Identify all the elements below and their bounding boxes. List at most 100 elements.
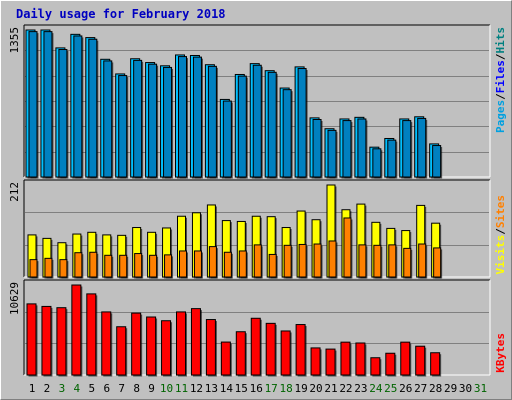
legend-3: KBytes xyxy=(494,333,507,373)
x-tick-label-11: 11 xyxy=(175,382,188,395)
kbytes-bar-7 xyxy=(116,326,127,376)
sites-bar-12 xyxy=(193,250,202,278)
files-bar-1 xyxy=(28,31,38,178)
x-tick-label-10: 10 xyxy=(160,382,173,395)
kbytes-bar-16 xyxy=(250,317,261,376)
files-bar-19 xyxy=(297,68,307,178)
sites-bar-6 xyxy=(104,254,113,278)
legend-item-pages: Pages xyxy=(494,100,507,133)
files-bar-21 xyxy=(327,129,337,178)
kbytes-bar-13 xyxy=(205,319,216,376)
files-bar-26 xyxy=(402,120,412,178)
files-bar-22 xyxy=(342,120,352,178)
sites-bar-15 xyxy=(238,250,247,278)
x-tick-label-23: 23 xyxy=(354,382,367,395)
x-tick-label-19: 19 xyxy=(294,382,307,395)
files-bar-17 xyxy=(267,71,277,178)
x-tick-label-9: 9 xyxy=(148,382,155,395)
sites-bar-3 xyxy=(59,259,68,278)
sites-bar-25 xyxy=(388,244,397,278)
sites-bar-22 xyxy=(343,217,352,278)
files-bar-24 xyxy=(372,148,382,178)
files-bar-15 xyxy=(237,75,247,178)
files-bar-2 xyxy=(43,31,53,178)
sites-bar-5 xyxy=(89,251,98,278)
x-tick-label-18: 18 xyxy=(280,382,293,395)
x-tick-label-12: 12 xyxy=(190,382,203,395)
legend-2: Visits/Sites xyxy=(494,195,507,275)
kbytes-bar-6 xyxy=(101,311,112,376)
x-tick-label-4: 4 xyxy=(74,382,81,395)
files-bar-20 xyxy=(312,119,322,178)
sites-bar-13 xyxy=(208,246,217,278)
kbytes-bar-1 xyxy=(26,303,37,376)
kbytes-bar-3 xyxy=(56,307,67,376)
sites-bar-10 xyxy=(164,254,173,278)
files-bar-28 xyxy=(432,145,442,178)
kbytes-bar-22 xyxy=(340,341,351,376)
x-tick-label-13: 13 xyxy=(205,382,218,395)
kbytes-bar-26 xyxy=(400,341,411,376)
sites-bar-28 xyxy=(433,247,442,278)
kbytes-bar-20 xyxy=(310,347,321,376)
x-tick-label-15: 15 xyxy=(235,382,248,395)
files-bar-10 xyxy=(163,66,173,178)
sites-bar-7 xyxy=(119,254,128,278)
x-tick-label-3: 3 xyxy=(59,382,66,395)
files-bar-14 xyxy=(222,100,232,178)
legend-1: Pages/Files/Hits xyxy=(494,27,507,133)
x-tick-label-20: 20 xyxy=(309,382,322,395)
kbytes-bar-25 xyxy=(385,352,396,376)
sites-bar-20 xyxy=(313,243,322,278)
legend-item-files: Files xyxy=(494,60,507,93)
legend-separator: / xyxy=(494,53,507,60)
sites-bar-21 xyxy=(328,240,337,278)
files-bar-13 xyxy=(207,65,217,178)
x-tick-label-28: 28 xyxy=(429,382,442,395)
x-tick-label-30: 30 xyxy=(459,382,472,395)
y-max-label-3: 10629 xyxy=(8,282,21,315)
x-tick-label-1: 1 xyxy=(29,382,36,395)
x-tick-label-31: 31 xyxy=(474,382,487,395)
x-tick-label-25: 25 xyxy=(384,382,397,395)
files-bar-7 xyxy=(118,75,128,178)
kbytes-bar-2 xyxy=(41,305,52,376)
x-tick-label-16: 16 xyxy=(250,382,263,395)
y-max-label-2: 212 xyxy=(8,182,21,202)
y-max-label-1: 1355 xyxy=(8,27,21,54)
sites-bar-16 xyxy=(253,244,262,278)
kbytes-bar-9 xyxy=(146,316,157,376)
files-bar-4 xyxy=(73,35,83,178)
kbytes-bar-21 xyxy=(325,348,336,376)
x-tick-label-5: 5 xyxy=(88,382,95,395)
sites-bar-24 xyxy=(373,244,382,278)
kbytes-bar-14 xyxy=(220,341,231,376)
files-bar-16 xyxy=(252,64,262,178)
sites-bar-18 xyxy=(283,244,292,278)
sites-bar-8 xyxy=(134,253,143,278)
legend-item-sites: Sites xyxy=(494,195,507,228)
files-bar-5 xyxy=(88,38,98,178)
kbytes-bar-8 xyxy=(131,312,142,376)
x-tick-label-7: 7 xyxy=(118,382,125,395)
legend-separator: / xyxy=(494,93,507,100)
files-bar-6 xyxy=(103,60,113,178)
kbytes-bar-17 xyxy=(265,322,276,376)
legend-item-visits: Visits xyxy=(494,235,507,275)
x-tick-label-17: 17 xyxy=(265,382,278,395)
x-tick-label-2: 2 xyxy=(44,382,51,395)
files-bar-23 xyxy=(357,118,367,178)
files-bar-3 xyxy=(58,49,68,178)
legend-separator: / xyxy=(494,228,507,235)
x-tick-label-27: 27 xyxy=(414,382,427,395)
sites-bar-27 xyxy=(418,243,427,278)
sites-bar-9 xyxy=(149,254,158,278)
sites-bar-19 xyxy=(298,243,307,278)
files-bar-12 xyxy=(192,56,202,178)
kbytes-bar-28 xyxy=(430,352,441,376)
sites-bar-11 xyxy=(179,250,187,278)
legend-item-hits: Hits xyxy=(494,27,507,54)
x-tick-label-24: 24 xyxy=(369,382,383,395)
legend-item-kbytes: KBytes xyxy=(494,333,507,373)
x-tick-label-6: 6 xyxy=(103,382,110,395)
